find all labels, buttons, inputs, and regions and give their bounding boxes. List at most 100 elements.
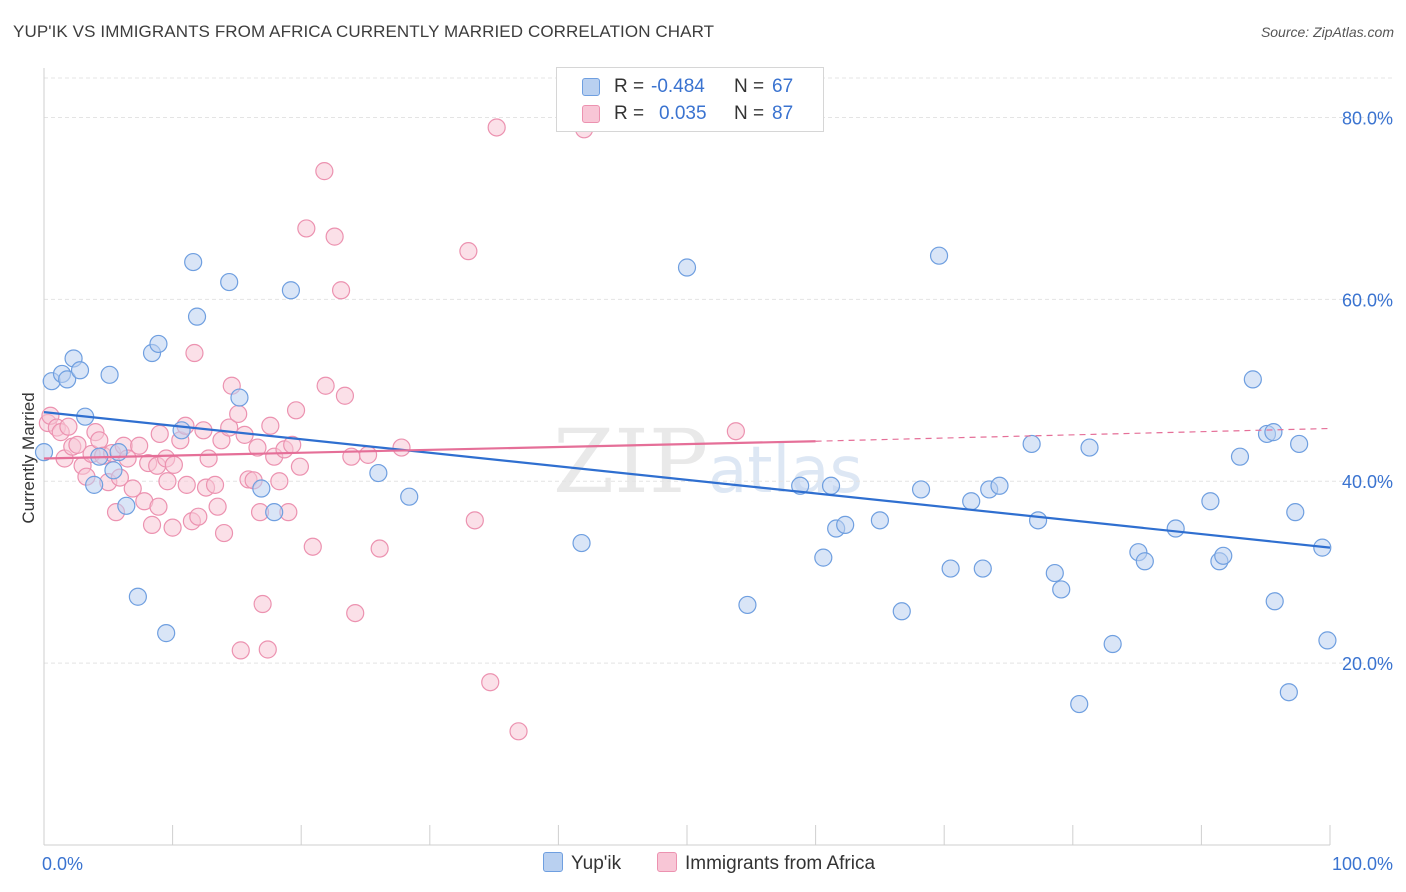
yupik-point <box>814 548 833 567</box>
yupik-point <box>962 492 981 511</box>
yupik-point <box>1022 434 1041 454</box>
legend-swatch-yupik <box>582 78 600 96</box>
africa-point <box>459 242 478 261</box>
africa-point <box>325 227 344 246</box>
legend-row-yupik: R = -0.484 N = 67 <box>557 74 823 100</box>
yupik-point <box>265 503 284 522</box>
africa-point <box>481 673 500 692</box>
yupik-point <box>990 476 1009 495</box>
yupik-point <box>941 559 960 578</box>
yupik-point <box>117 496 136 515</box>
yupik-point <box>400 487 419 506</box>
yupik-point <box>281 281 301 300</box>
x-tick-label: 0.0% <box>42 854 83 874</box>
yupik-point <box>572 533 591 553</box>
africa-point <box>150 424 169 444</box>
yupik-point <box>1264 423 1283 442</box>
yupik-point <box>85 475 104 494</box>
legend-n-value: 67 <box>772 76 794 97</box>
bottom-swatch-africa <box>657 852 677 872</box>
legend-row-africa: R = 0.035 N = 87 <box>557 101 823 127</box>
africa-point <box>487 118 506 137</box>
y-tick-label: 60.0% <box>1342 290 1393 310</box>
africa-point <box>358 445 378 464</box>
africa-point <box>199 449 218 468</box>
africa-point <box>214 523 234 543</box>
legend-r-value: -0.484 <box>651 76 705 97</box>
africa-trend-extension <box>815 427 1331 442</box>
legend-r-value: 0.035 <box>659 103 707 124</box>
africa-point <box>142 515 162 534</box>
yupik-point <box>1230 447 1250 466</box>
yupik-point <box>230 388 249 407</box>
africa-point <box>158 472 177 491</box>
bottom-legend-label: Immigrants from Africa <box>685 853 876 874</box>
africa-point <box>316 376 335 395</box>
yupik-point <box>184 252 203 272</box>
yupik-point <box>1135 552 1154 571</box>
legend-n-label: N = <box>734 103 765 124</box>
yupik-point <box>1265 592 1284 611</box>
bottom-legend-yupik: Yup'ik <box>543 852 621 875</box>
yupik-point <box>149 334 168 354</box>
yupik-point <box>1279 683 1298 702</box>
africa-point <box>465 511 484 530</box>
bottom-swatch-yupik <box>543 852 563 872</box>
legend-n-value: 87 <box>772 103 794 124</box>
watermark: ZIPatlas <box>553 410 863 513</box>
africa-point <box>149 497 168 516</box>
yupik-point <box>70 361 90 380</box>
chart-title: YUP'IK VS IMMIGRANTS FROM AFRICA CURRENT… <box>13 22 715 41</box>
yupik-point <box>100 365 119 384</box>
africa-point <box>164 455 183 474</box>
yupik-point <box>1028 511 1048 530</box>
yupik-point <box>1166 519 1185 538</box>
yupik-point <box>1243 370 1262 389</box>
africa-point <box>90 431 109 450</box>
africa-point <box>370 539 389 558</box>
yupik-point <box>1286 503 1305 522</box>
yupik-point <box>1045 563 1064 583</box>
legend-n-label: N = <box>734 76 765 97</box>
yupik-point <box>929 246 949 265</box>
africa-point <box>258 640 277 659</box>
africa-point <box>253 594 272 614</box>
yupik-point <box>109 443 128 462</box>
yupik-point <box>220 272 239 292</box>
legend-r-label: R = <box>614 103 645 124</box>
yupik-trend-line <box>43 411 1331 549</box>
y-axis-title: Currently Married <box>19 392 38 523</box>
y-tick-label: 20.0% <box>1342 654 1393 674</box>
bottom-legend-label: Yup'ik <box>571 853 622 874</box>
africa-point <box>346 603 365 623</box>
yupik-point <box>1080 438 1099 457</box>
yupik-point <box>973 559 992 578</box>
africa-point <box>68 435 87 454</box>
africa-point <box>331 281 351 300</box>
africa-point <box>286 401 306 420</box>
yupik-point <box>821 476 841 495</box>
africa-point <box>163 518 182 537</box>
yupik-point <box>1070 694 1089 714</box>
bottom-legend-africa: Immigrants from Africa <box>657 852 875 875</box>
africa-point <box>185 343 204 363</box>
yupik-point <box>1052 580 1071 599</box>
yupik-point <box>58 370 77 389</box>
yupik-point <box>34 443 54 462</box>
yupik-point <box>911 480 931 499</box>
africa-point <box>303 537 322 556</box>
stats-legend: R = -0.484 N = 67 R = 0.035 N = 87 <box>556 67 824 132</box>
y-tick-label: 40.0% <box>1342 472 1393 492</box>
x-tick-label: 100.0% <box>1332 854 1393 874</box>
legend-r-label: R = <box>614 76 645 97</box>
africa-point <box>208 497 227 516</box>
yupik-point <box>738 595 757 615</box>
yupik-point <box>1290 434 1309 454</box>
africa-point <box>123 479 142 498</box>
yupik-point <box>892 602 911 621</box>
africa-point <box>335 386 355 405</box>
legend-swatch-africa <box>582 105 600 123</box>
yupik-point <box>1103 634 1122 654</box>
yupik-point <box>677 258 697 277</box>
